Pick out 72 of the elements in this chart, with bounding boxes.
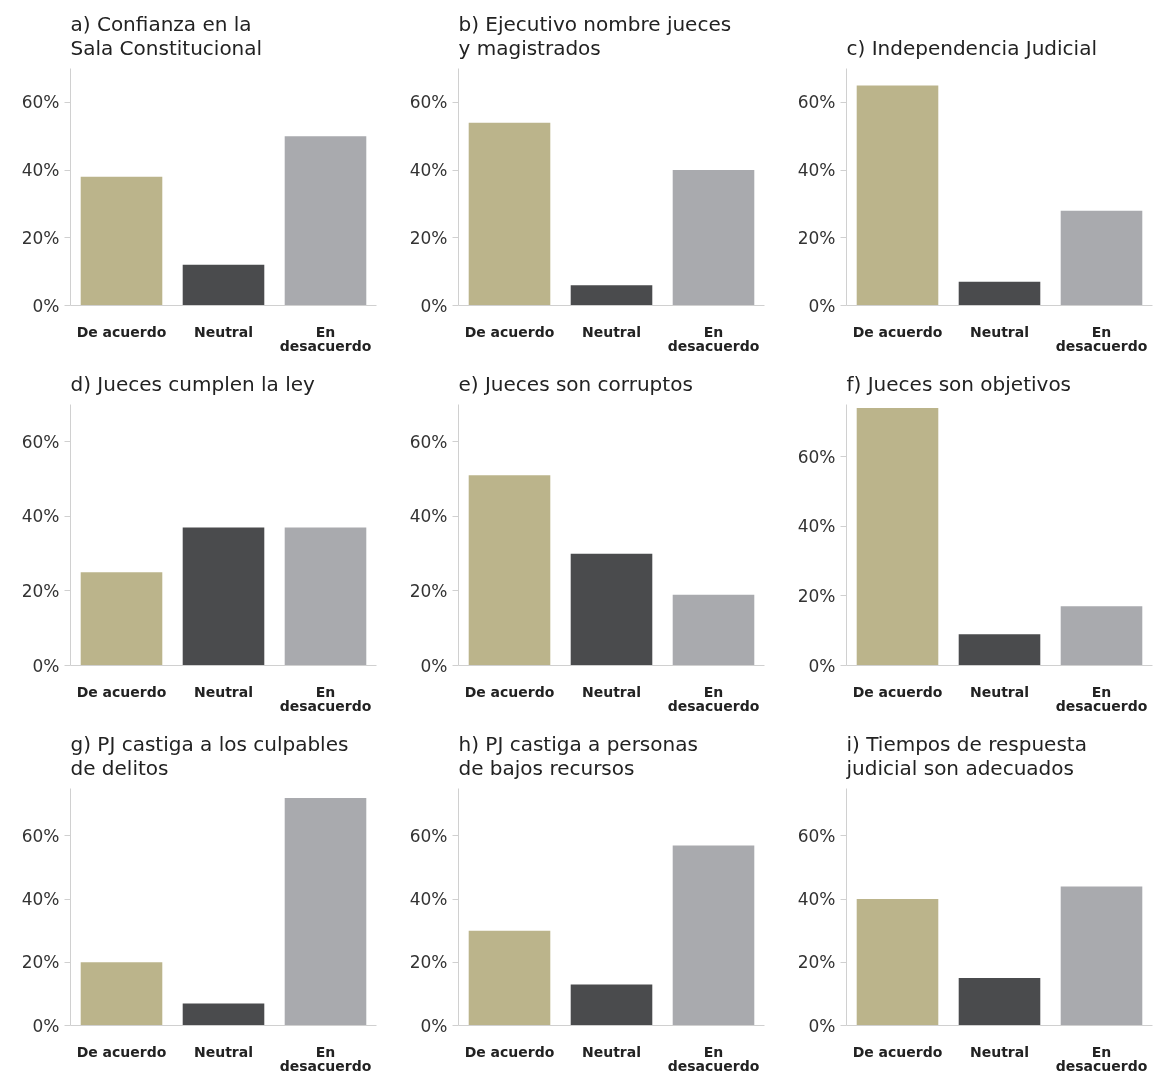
chart-title: b) Ejecutivo nombre jueces y magistrados (458, 11, 732, 60)
x-tick-label: De acuerdo (76, 323, 167, 340)
x-tick-label: Neutral (969, 683, 1030, 700)
x-tick-label: En desacuerdo (667, 1043, 760, 1074)
chart-title: i) Tiempos de respuesta judicial son adecuados (845, 731, 1087, 780)
y-tick-label: 60% (797, 825, 836, 846)
x-tick-label: En desacuerdo (667, 683, 760, 714)
x-tick-label: Neutral (581, 683, 642, 700)
y-tick-label: 20% (409, 580, 448, 601)
y-tick-label: 40% (409, 160, 448, 181)
x-tick-label: En desacuerdo (279, 1043, 372, 1074)
y-tick-label: 20% (797, 585, 836, 606)
x-tick-label: De acuerdo (464, 323, 555, 340)
x-tick-label: De acuerdo (464, 1043, 555, 1060)
y-tick-label: 20% (797, 227, 836, 248)
y-tick-label: 40% (409, 506, 448, 527)
y-tick-label: 60% (409, 431, 448, 452)
y-tick-label: 40% (797, 160, 836, 181)
x-tick-label: Neutral (193, 683, 254, 700)
y-tick-label: 40% (21, 889, 60, 910)
y-tick-label: 60% (21, 825, 60, 846)
x-tick-label: Neutral (193, 1043, 254, 1060)
y-tick-label: 0% (32, 1015, 60, 1036)
y-tick-label: 0% (32, 295, 60, 316)
y-tick-label: 60% (21, 92, 60, 113)
y-tick-label: 60% (797, 446, 836, 467)
x-tick-label: De acuerdo (852, 683, 943, 700)
chart-title: a) Confianza en la Sala Constitucional (70, 11, 263, 60)
chart-title: e) Jueces son corruptos (458, 371, 693, 396)
x-tick-label: En desacuerdo (1055, 1043, 1148, 1074)
y-tick-label: 40% (21, 160, 60, 181)
x-tick-label: De acuerdo (464, 683, 555, 700)
y-tick-label: 20% (409, 952, 448, 973)
y-tick-label: 40% (409, 889, 448, 910)
x-tick-label: En desacuerdo (667, 323, 760, 354)
x-tick-label: Neutral (969, 1043, 1030, 1060)
y-tick-label: 20% (21, 227, 60, 248)
x-tick-label: De acuerdo (852, 1043, 943, 1060)
y-tick-label: 20% (409, 227, 448, 248)
x-tick-label: En desacuerdo (279, 323, 372, 354)
y-tick-label: 60% (21, 431, 60, 452)
y-tick-label: 60% (409, 825, 448, 846)
x-tick-label: En desacuerdo (279, 683, 372, 714)
x-tick-label: En desacuerdo (1055, 323, 1148, 354)
x-tick-label: Neutral (969, 323, 1030, 340)
y-tick-label: 0% (808, 295, 836, 316)
chart-title: d) Jueces cumplen la ley (70, 371, 316, 396)
y-tick-label: 0% (420, 1015, 448, 1036)
y-tick-label: 0% (420, 295, 448, 316)
y-tick-label: 0% (420, 655, 448, 676)
y-tick-label: 60% (409, 92, 448, 113)
x-tick-label: De acuerdo (852, 323, 943, 340)
x-tick-label: Neutral (581, 1043, 642, 1060)
chart-title: c) Independencia Judicial (846, 35, 1097, 60)
y-tick-label: 40% (21, 506, 60, 527)
y-tick-label: 20% (797, 952, 836, 973)
y-tick-label: 20% (21, 952, 60, 973)
y-tick-label: 0% (32, 655, 60, 676)
x-tick-label: De acuerdo (76, 683, 167, 700)
chart-title: f) Jueces son objetivos (846, 371, 1072, 396)
x-tick-label: En desacuerdo (1055, 683, 1148, 714)
y-tick-label: 20% (21, 580, 60, 601)
y-tick-label: 0% (808, 1015, 836, 1036)
y-tick-label: 40% (797, 516, 836, 537)
y-tick-label: 60% (797, 92, 836, 113)
x-tick-label: Neutral (193, 323, 254, 340)
y-tick-label: 40% (797, 889, 836, 910)
x-tick-label: De acuerdo (76, 1043, 167, 1060)
chart-title: h) PJ castiga a personas de bajos recursos (458, 731, 698, 780)
x-tick-label: Neutral (581, 323, 642, 340)
y-tick-label: 0% (808, 655, 836, 676)
chart-title: g) PJ castiga a los culpables de delitos (70, 731, 349, 780)
